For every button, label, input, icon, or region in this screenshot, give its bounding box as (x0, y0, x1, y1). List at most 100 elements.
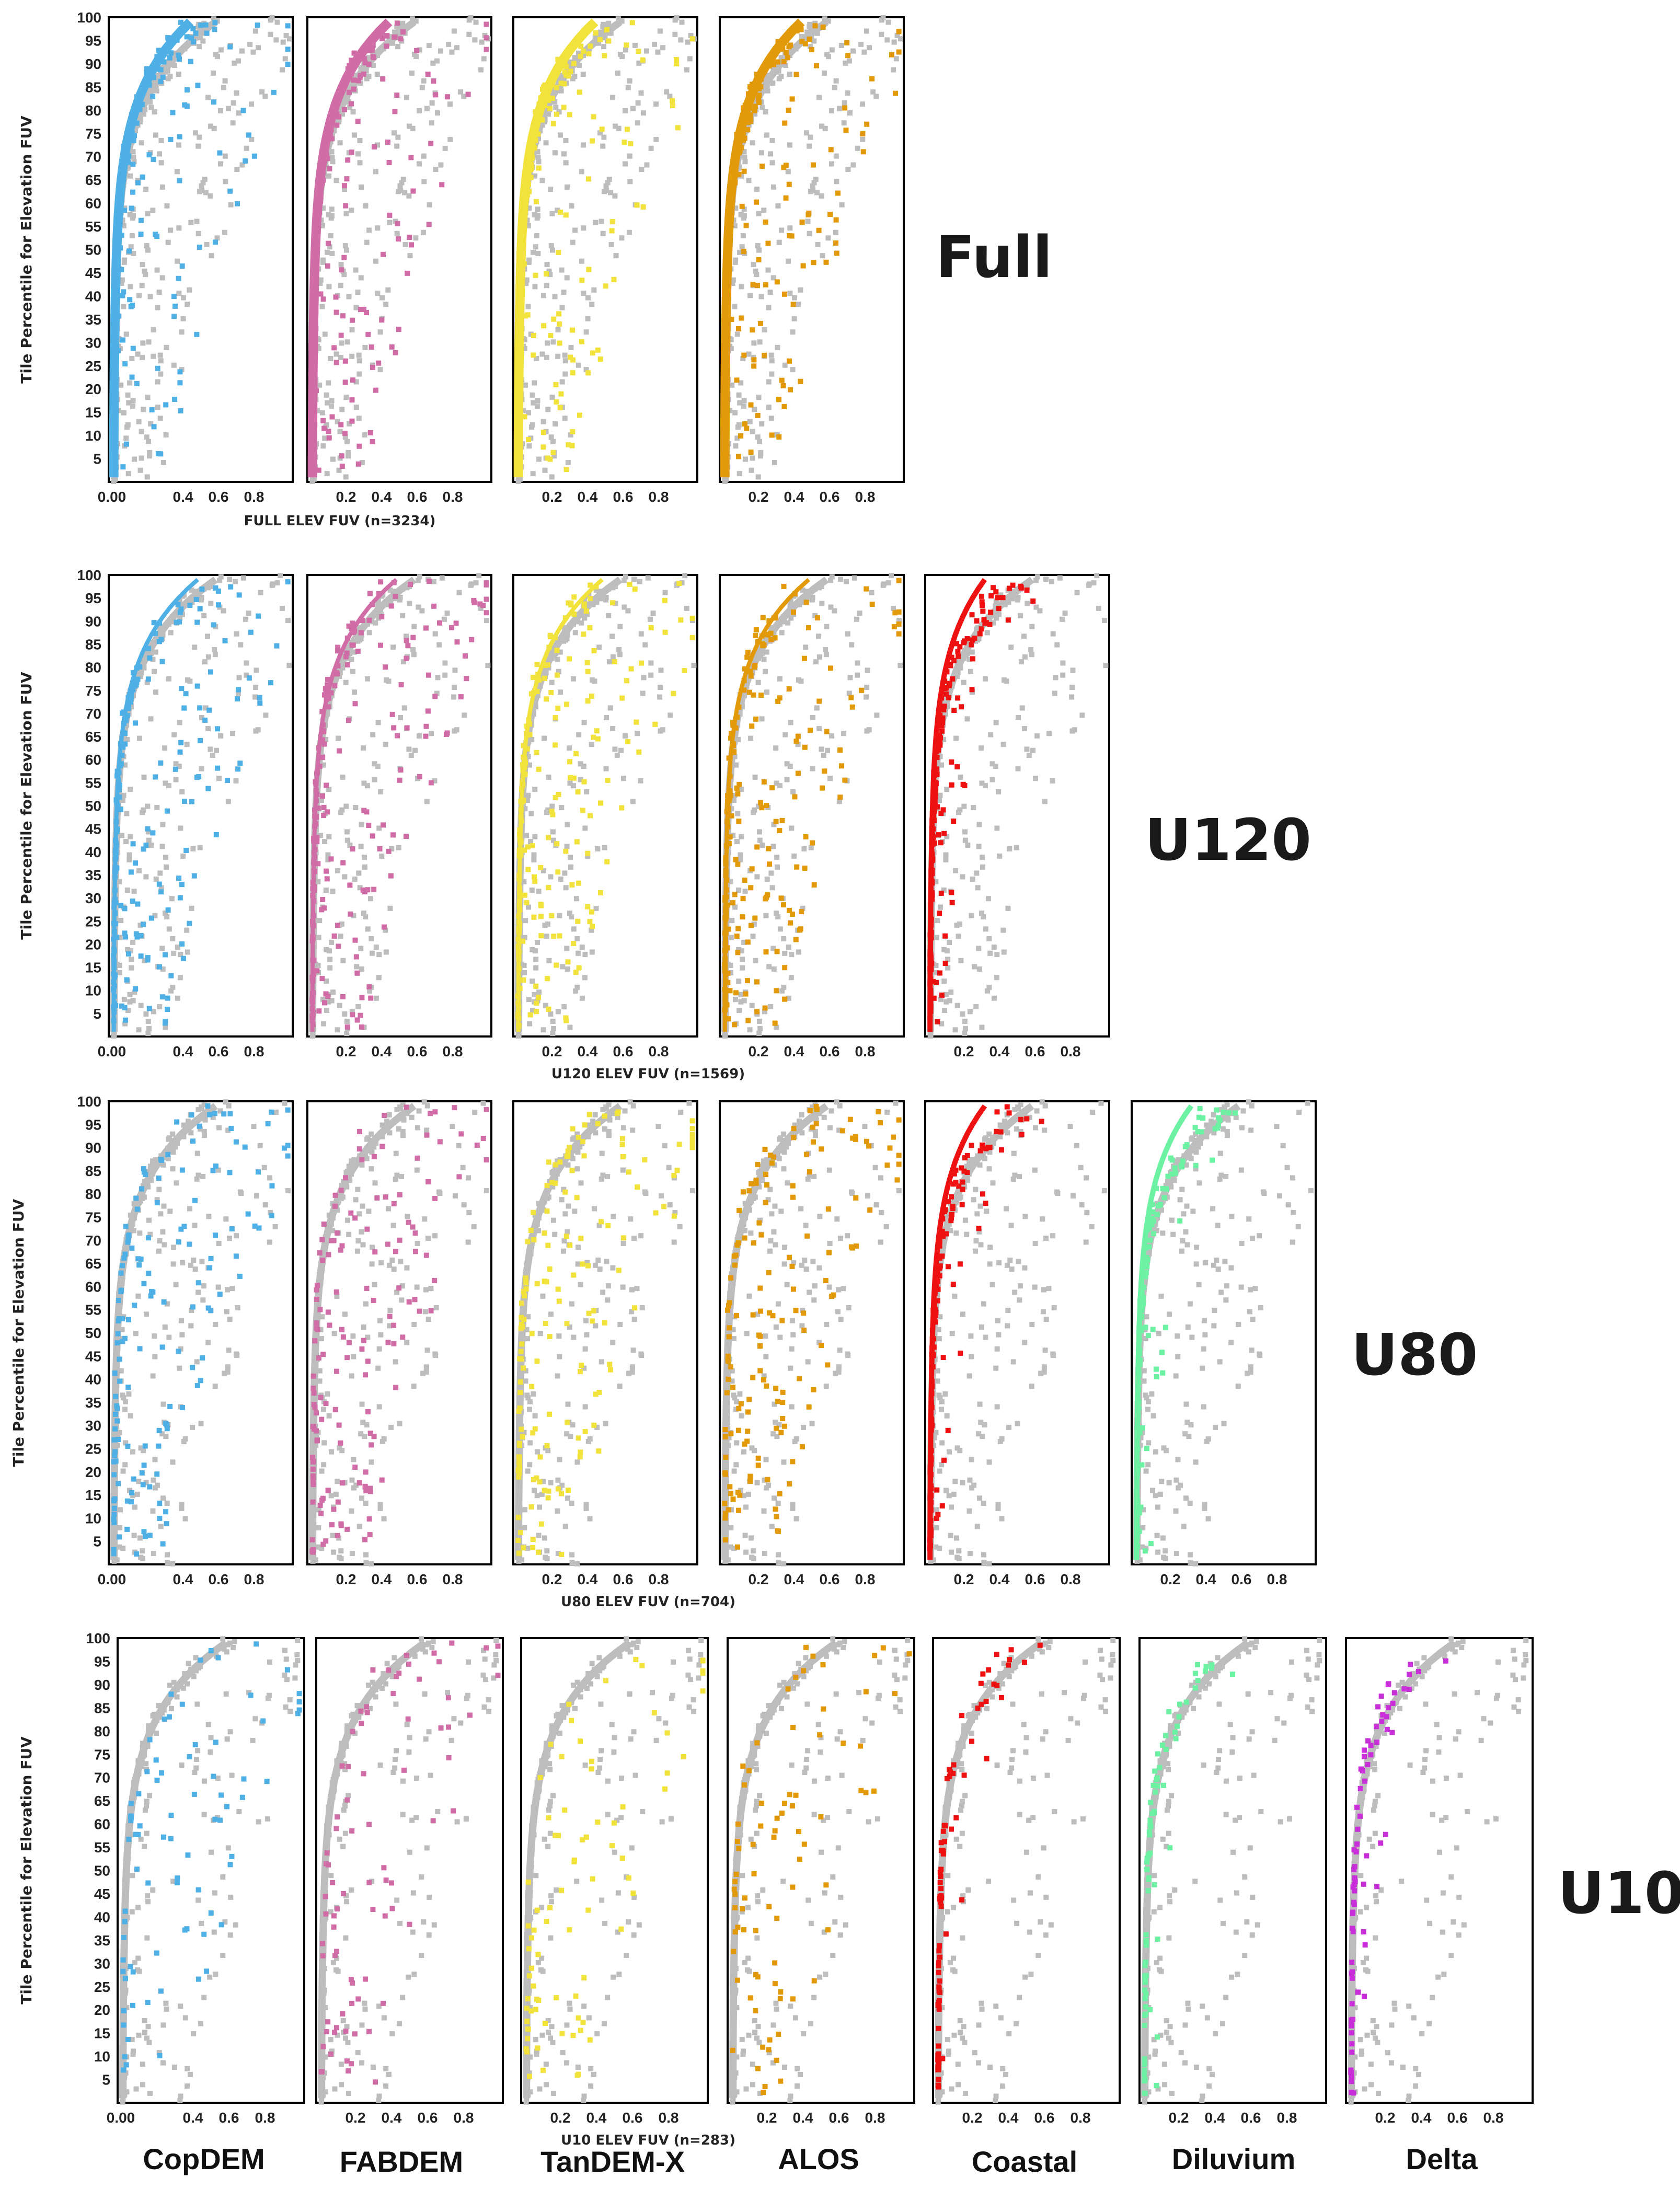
data-point-all (392, 29, 398, 35)
data-point-all (603, 766, 609, 771)
data-point-all (344, 1018, 350, 1024)
data-point-fabdem (327, 166, 332, 171)
data-point-all (125, 947, 131, 952)
data-point-copdem (157, 620, 163, 626)
data-point-alos (816, 227, 822, 233)
data-point-all (399, 180, 405, 186)
data-point-all (617, 624, 623, 629)
data-point-tandem-x (525, 153, 531, 158)
data-point-all (208, 746, 213, 752)
data-point-all (779, 988, 785, 994)
data-point-all (351, 132, 357, 138)
data-point-all (764, 132, 769, 138)
data-point-all (789, 825, 795, 831)
data-point-all (816, 633, 822, 639)
data-point-fabdem (312, 847, 318, 852)
data-point-all (784, 761, 790, 767)
data-point-all (546, 268, 552, 274)
data-point-all (524, 798, 530, 803)
data-point-fabdem (310, 372, 316, 377)
data-point-copdem (134, 120, 140, 126)
data-point-copdem (165, 995, 170, 1001)
data-point-all (565, 822, 570, 827)
data-point-tandem-x (519, 787, 525, 792)
data-point-fabdem (356, 78, 362, 84)
data-point-tandem-x (594, 728, 600, 734)
data-point-all (738, 380, 744, 386)
data-point-fabdem (361, 808, 367, 813)
data-point-copdem (143, 843, 149, 848)
data-point-all (619, 235, 625, 241)
data-point-tandem-x (533, 132, 538, 137)
data-point-fabdem (310, 321, 316, 327)
data-point-all (363, 914, 369, 920)
data-point-tandem-x (570, 370, 576, 376)
data-point-all (790, 367, 796, 373)
data-point-all (366, 227, 372, 233)
data-point-alos (745, 127, 751, 133)
data-point-copdem (133, 107, 139, 113)
data-point-all (153, 877, 159, 882)
data-point-all (126, 852, 132, 858)
data-point-all (845, 167, 851, 172)
data-point-all (567, 745, 572, 751)
data-point-all (734, 839, 740, 845)
data-point-all (356, 371, 362, 377)
data-point-all (545, 340, 550, 346)
data-point-fabdem (433, 92, 439, 98)
data-point-all (330, 159, 336, 165)
data-point-all (829, 108, 835, 113)
x-tick-label: 0.8 (649, 489, 669, 505)
data-point-alos (765, 57, 771, 63)
data-point-all (389, 846, 395, 851)
data-point-copdem (113, 843, 119, 849)
data-point-fabdem (378, 32, 384, 38)
data-point-all (562, 371, 568, 377)
data-point-fabdem (369, 344, 374, 350)
data-point-all (531, 852, 537, 858)
data-point-all (327, 965, 333, 971)
data-point-all (829, 733, 835, 739)
data-point-tandem-x (546, 885, 551, 891)
data-point-fabdem (332, 104, 338, 110)
data-point-all (180, 316, 186, 321)
data-point-all (774, 864, 780, 870)
data-point-fabdem (380, 251, 386, 257)
data-point-tandem-x (538, 865, 544, 870)
data-point-copdem (187, 920, 192, 926)
data-point-tandem-x (516, 903, 522, 909)
data-point-all (560, 964, 566, 970)
data-point-all (674, 15, 680, 21)
data-point-fabdem (317, 764, 323, 769)
data-point-tandem-x (543, 271, 549, 277)
data-point-copdem (129, 374, 135, 380)
data-point-all (638, 90, 644, 96)
data-point-all (606, 613, 612, 618)
data-point-all (417, 733, 422, 739)
data-point-all (739, 834, 744, 839)
data-point-fabdem (312, 288, 318, 294)
data-point-copdem (123, 934, 129, 940)
data-point-all (225, 106, 231, 111)
data-point-tandem-x (521, 261, 527, 267)
data-point-all (626, 229, 632, 235)
data-point-copdem (119, 233, 124, 238)
data-point-all (324, 471, 330, 477)
data-point-tandem-x (569, 882, 575, 888)
series-curve-fabdem (310, 578, 398, 1032)
data-point-all (407, 123, 412, 129)
data-point-all (188, 220, 194, 225)
data-point-all (808, 845, 814, 850)
data-point-copdem (188, 59, 193, 64)
data-point-fabdem (350, 642, 356, 648)
x-tick-label: 0.8 (443, 1043, 463, 1059)
data-point-all (449, 49, 455, 55)
data-point-all (544, 354, 550, 360)
data-point-fabdem (360, 887, 366, 893)
data-point-all (328, 355, 333, 361)
data-point-all (736, 978, 742, 984)
data-point-copdem (248, 629, 254, 635)
data-point-fabdem (312, 316, 317, 321)
data-point-all (336, 467, 342, 473)
data-point-copdem (191, 39, 197, 45)
